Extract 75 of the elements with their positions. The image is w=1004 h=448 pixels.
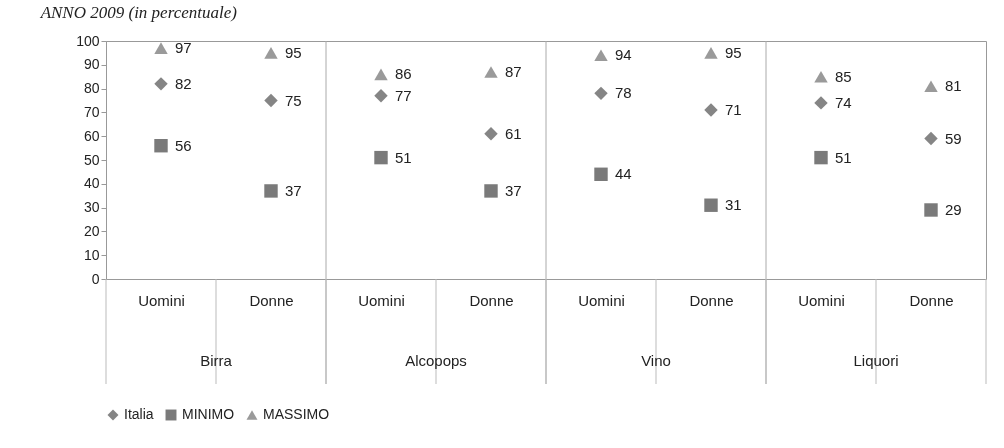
text: Alcopops — [405, 352, 467, 369]
x-tick-label: Uomini — [578, 291, 625, 309]
y-tick-label: 20 — [83, 222, 100, 239]
y-tick-label: 30 — [83, 199, 100, 216]
y-tick-label: 70 — [83, 103, 100, 120]
data-label: 86 — [395, 65, 412, 83]
y-tick-label: 90 — [83, 56, 100, 73]
x-tick-label: Donne — [249, 291, 294, 309]
data-label: 61 — [505, 124, 522, 142]
point — [374, 68, 388, 81]
legend-label: MINIMO — [182, 406, 235, 422]
y-tick-label: 50 — [83, 151, 100, 168]
data-label: 51 — [395, 148, 412, 166]
point — [814, 70, 828, 83]
legend-label: MASSIMO — [263, 406, 330, 422]
point — [484, 127, 498, 141]
x-tick-label: Uomini — [358, 291, 405, 309]
point — [594, 86, 608, 101]
point — [814, 96, 828, 110]
y-tick-label: 10 — [83, 246, 100, 263]
text: Birra — [200, 352, 233, 369]
chart-title: ANNO 2009 (in percentuale) — [39, 3, 238, 22]
y-tick-label: 40 — [83, 175, 100, 192]
data-label: 31 — [725, 196, 742, 214]
data-label: 95 — [725, 43, 742, 61]
data-label: 81 — [945, 77, 962, 95]
point — [264, 47, 278, 59]
data-label: 37 — [285, 181, 302, 199]
data-label: 97 — [175, 39, 192, 57]
data-label: 78 — [615, 84, 632, 102]
point — [484, 184, 498, 198]
point — [594, 167, 608, 181]
y-tick-label: 80 — [83, 80, 100, 97]
data-label: 75 — [285, 91, 302, 109]
data-label: 56 — [175, 136, 192, 154]
legend-label: Italia — [124, 406, 154, 422]
point — [154, 77, 168, 91]
point — [704, 103, 718, 117]
data-label: 44 — [615, 165, 632, 183]
point — [374, 150, 388, 165]
data-label: 87 — [505, 62, 522, 80]
data-label: 71 — [725, 101, 742, 119]
y-tick-label: 0 — [91, 270, 100, 287]
y-tick-label: 60 — [83, 127, 100, 144]
point — [594, 49, 608, 62]
x-tick-label: Donne — [689, 291, 734, 309]
text: Vino — [641, 352, 671, 369]
data-label: 95 — [285, 43, 302, 61]
data-label: 94 — [615, 46, 632, 64]
point — [924, 131, 938, 146]
data-label: 74 — [835, 93, 852, 111]
point — [264, 93, 278, 108]
data-label: 82 — [175, 74, 192, 92]
x-tick-label: Donne — [909, 291, 954, 309]
point — [924, 203, 938, 217]
point — [374, 89, 388, 103]
x-tick-label: Donne — [469, 291, 514, 309]
point — [924, 80, 938, 93]
point — [154, 42, 168, 54]
x-tick-label: Uomini — [798, 291, 845, 309]
point — [704, 198, 718, 212]
data-label: 77 — [395, 86, 412, 104]
data-label: 29 — [945, 200, 962, 218]
data-label: 85 — [835, 67, 852, 85]
data-label: 37 — [505, 181, 522, 199]
point — [814, 150, 828, 165]
point — [484, 66, 498, 78]
y-tick-label: 100 — [76, 32, 100, 49]
text: Liquori — [853, 352, 899, 369]
point — [704, 47, 718, 59]
point — [264, 184, 278, 198]
point — [154, 139, 168, 153]
x-tick-label: Uomini — [138, 291, 185, 309]
data-label: 51 — [835, 148, 852, 166]
data-label: 59 — [945, 129, 962, 147]
